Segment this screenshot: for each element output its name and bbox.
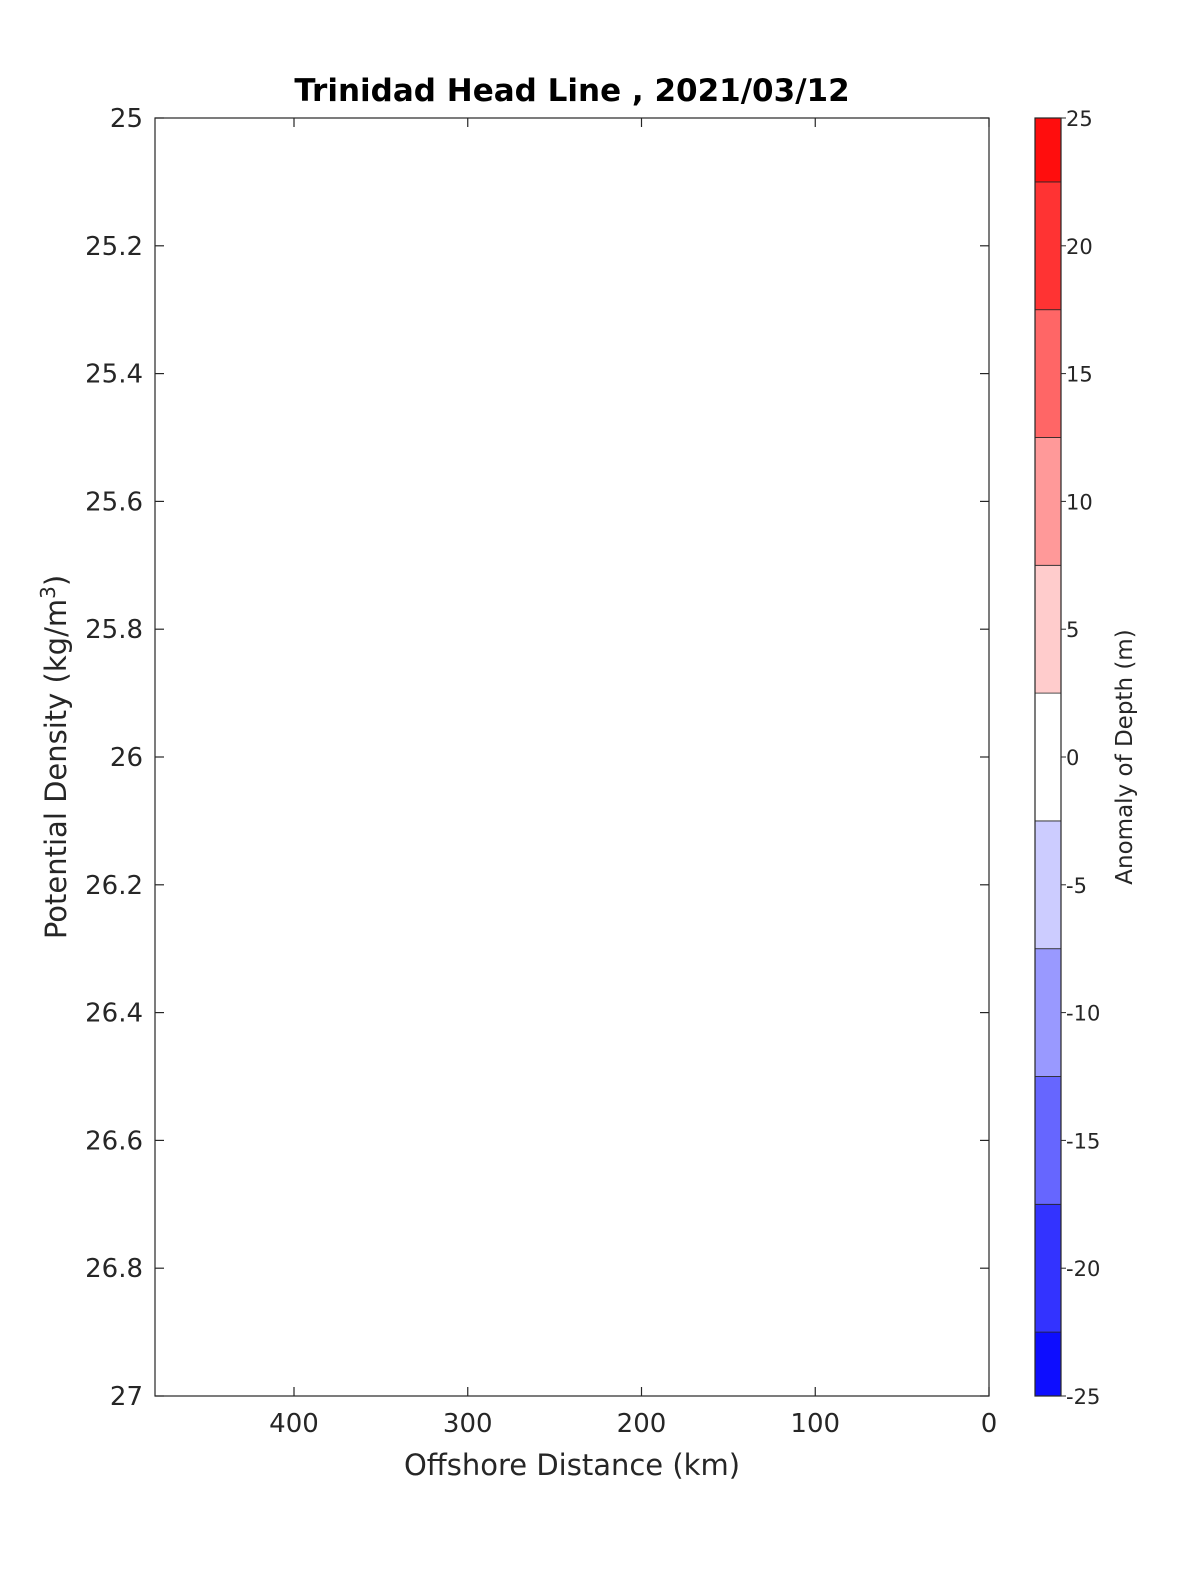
colorbar: -25 -20 -15 -10 -5 0 5 10 15 20 25 <box>1034 107 1100 1409</box>
x-tick-label: 100 <box>790 1409 840 1439</box>
x-axis-ticks: 400 300 200 100 0 <box>269 118 997 1439</box>
y-tick-label: 26 <box>110 743 143 773</box>
colorbar-band <box>1034 181 1062 311</box>
y-axis-label: Potential Density (kg/m3) <box>36 575 73 939</box>
y-tick-label: 25.4 <box>85 360 143 390</box>
colorbar-tick-label: 15 <box>1066 363 1093 387</box>
colorbar-band <box>1034 692 1062 822</box>
colorbar-tick-label: -5 <box>1066 874 1087 898</box>
colorbar-band <box>1034 564 1062 694</box>
colorbar-band <box>1034 1203 1062 1333</box>
y-tick-label: 25 <box>110 104 143 134</box>
colorbar-band <box>1034 437 1062 566</box>
colorbar-tick-label: 20 <box>1066 235 1093 259</box>
colorbar-tick-label: -25 <box>1066 1385 1100 1409</box>
colorbar-band <box>1034 309 1062 438</box>
plot-area <box>155 118 989 1396</box>
x-tick-label: 400 <box>269 1409 319 1439</box>
y-tick-label: 25.2 <box>85 232 143 262</box>
colorbar-band <box>1034 1331 1062 1397</box>
y-axis-ticks: 25 25.2 25.4 25.6 25.8 26 26.2 26.4 26.6 26.8 27 <box>85 104 989 1412</box>
x-tick-label: 200 <box>617 1409 667 1439</box>
y-axis-label-close: ) <box>39 575 73 586</box>
colorbar-tick-label: 25 <box>1066 107 1093 131</box>
plot-frame <box>154 117 990 1397</box>
y-tick-label: 26.8 <box>85 1254 143 1284</box>
x-tick-label: 300 <box>443 1409 493 1439</box>
colorbar-band <box>1034 820 1062 950</box>
colorbar-tick-label: 5 <box>1066 618 1079 642</box>
colorbar-tick-label: -10 <box>1066 1002 1100 1026</box>
y-tick-label: 26.2 <box>85 871 143 901</box>
colorbar-band <box>1034 1076 1062 1205</box>
colorbar-tick-label: -15 <box>1066 1129 1100 1153</box>
colorbar-tick-label: 0 <box>1066 746 1079 770</box>
y-tick-label: 25.6 <box>85 487 143 517</box>
y-tick-label: 27 <box>110 1382 143 1412</box>
x-tick-label: 0 <box>981 1409 998 1439</box>
y-tick-label: 25.8 <box>85 615 143 645</box>
chart-title: Trinidad Head Line , 2021/03/12 <box>294 73 849 109</box>
colorbar-band <box>1034 117 1062 183</box>
y-tick-label: 26.4 <box>85 999 143 1029</box>
colorbar-tick-label: 10 <box>1066 490 1093 514</box>
colorbar-band <box>1034 948 1062 1077</box>
colorbar-label: Anomaly of Depth (m) <box>1112 629 1138 884</box>
x-axis-label: Offshore Distance (km) <box>404 1448 740 1482</box>
y-axis-label-main: Potential Density (kg/m <box>39 599 73 939</box>
y-axis-label-superscript: 3 <box>36 586 60 599</box>
y-tick-label: 26.6 <box>85 1126 143 1156</box>
colorbar-tick-label: -20 <box>1066 1257 1100 1281</box>
